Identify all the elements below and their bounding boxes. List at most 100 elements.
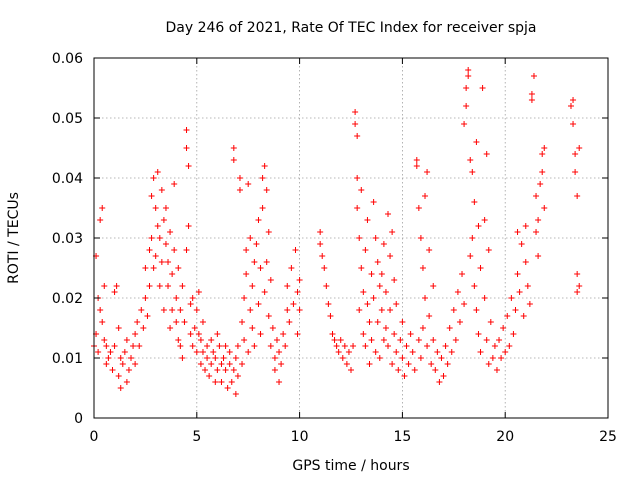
data-point <box>220 355 227 361</box>
data-point <box>524 283 531 289</box>
data-point <box>450 307 457 313</box>
data-point <box>162 241 169 247</box>
data-point <box>115 325 122 331</box>
data-point <box>465 67 472 73</box>
data-point <box>206 373 213 379</box>
data-point <box>522 223 529 229</box>
data-point <box>493 367 500 373</box>
data-point <box>463 85 470 91</box>
data-point <box>218 361 225 367</box>
data-point <box>539 151 546 157</box>
data-point <box>426 313 433 319</box>
data-point <box>255 217 262 223</box>
data-point <box>393 301 400 307</box>
data-point <box>195 289 202 295</box>
data-point <box>261 163 268 169</box>
data-point <box>239 361 246 367</box>
data-point <box>570 121 577 127</box>
data-point <box>354 175 361 181</box>
data-point <box>374 259 381 265</box>
data-point <box>226 361 233 367</box>
data-point <box>171 247 178 253</box>
data-point <box>415 205 422 211</box>
data-point <box>541 145 548 151</box>
data-point <box>576 145 583 151</box>
data-point <box>128 355 135 361</box>
data-point <box>337 337 344 343</box>
data-point <box>288 265 295 271</box>
data-point <box>356 307 363 313</box>
data-point <box>286 319 293 325</box>
data-point <box>467 253 474 259</box>
data-point <box>481 295 488 301</box>
data-point <box>370 295 377 301</box>
data-point <box>370 199 377 205</box>
data-point <box>496 337 503 343</box>
data-point <box>413 163 420 169</box>
y-tick-label: 0.06 <box>52 51 83 67</box>
data-point <box>117 355 124 361</box>
data-point <box>202 367 209 373</box>
data-point <box>471 283 478 289</box>
data-point <box>234 343 241 349</box>
data-point <box>528 97 535 103</box>
data-point <box>156 235 163 241</box>
data-point <box>438 355 445 361</box>
data-point <box>243 271 250 277</box>
data-point <box>387 253 394 259</box>
data-point <box>280 331 287 337</box>
data-point <box>210 349 217 355</box>
data-point <box>570 97 577 103</box>
data-point <box>130 343 137 349</box>
data-point <box>430 337 437 343</box>
data-point <box>259 205 266 211</box>
data-point <box>461 301 468 307</box>
data-point <box>419 325 426 331</box>
data-point <box>341 343 348 349</box>
data-point <box>284 307 291 313</box>
data-point <box>134 319 141 325</box>
data-point <box>208 361 215 367</box>
data-point <box>236 175 243 181</box>
chart-title: Day 246 of 2021, Rate Of TEC Index for r… <box>165 20 536 36</box>
data-point <box>152 253 159 259</box>
data-point <box>113 283 120 289</box>
data-point <box>333 343 340 349</box>
x-tick-label: 25 <box>599 429 617 445</box>
data-point <box>461 121 468 127</box>
data-point <box>430 283 437 289</box>
data-point <box>251 343 258 349</box>
data-point <box>247 235 254 241</box>
data-point <box>358 265 365 271</box>
data-point <box>271 367 278 373</box>
data-point <box>572 151 579 157</box>
data-point <box>335 349 342 355</box>
data-point <box>541 205 548 211</box>
data-point <box>216 343 223 349</box>
data-point <box>212 355 219 361</box>
data-point <box>269 325 276 331</box>
data-point <box>109 367 116 373</box>
data-point <box>417 235 424 241</box>
data-point <box>253 241 260 247</box>
data-point <box>167 325 174 331</box>
data-point <box>368 271 375 277</box>
data-point <box>382 325 389 331</box>
data-point <box>329 331 336 337</box>
data-point <box>415 337 422 343</box>
data-point <box>422 193 429 199</box>
data-point <box>185 163 192 169</box>
data-point <box>360 289 367 295</box>
data-point <box>506 343 513 349</box>
data-point <box>387 307 394 313</box>
data-point <box>99 319 106 325</box>
data-point <box>251 259 258 265</box>
data-point <box>572 169 579 175</box>
data-point <box>516 289 523 295</box>
data-point <box>296 307 303 313</box>
data-point <box>162 205 169 211</box>
data-point <box>204 355 211 361</box>
data-point <box>436 379 443 385</box>
data-point <box>467 157 474 163</box>
data-point <box>419 265 426 271</box>
